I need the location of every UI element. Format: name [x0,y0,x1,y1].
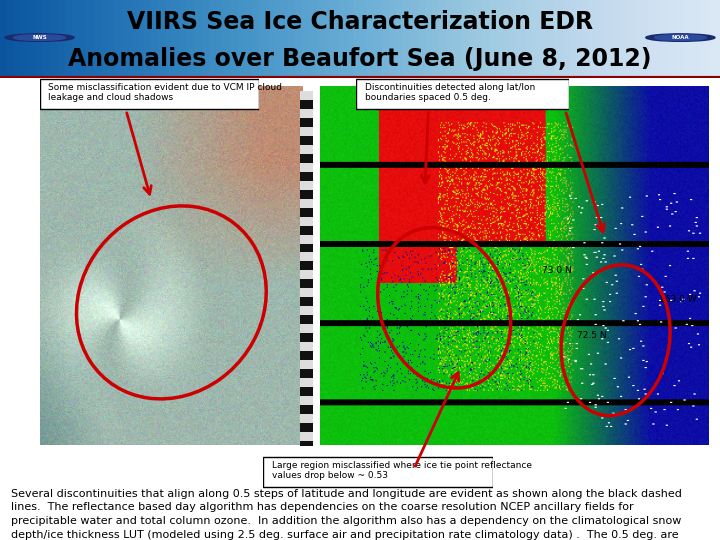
Text: Large region misclassified where ice tie point reflectance
values drop below ~ 0: Large region misclassified where ice tie… [272,461,532,480]
Bar [300,325,313,333]
Bar [300,315,313,325]
Bar [300,100,313,109]
Bar [300,234,313,244]
Bar [300,333,313,342]
Bar [300,441,313,450]
Bar [300,172,313,181]
Bar [300,136,313,145]
Bar [300,261,313,271]
Bar [300,154,313,163]
Bar [300,378,313,387]
Bar [300,288,313,298]
Bar [300,405,313,414]
Bar [300,163,313,172]
Bar [300,351,313,360]
Bar [300,127,313,136]
Circle shape [654,35,706,40]
Text: Some misclassification evident due to VCM IP cloud
leakage and cloud shadows: Some misclassification evident due to VC… [48,83,282,102]
Bar [300,423,313,432]
Bar [300,181,313,190]
FancyBboxPatch shape [263,456,493,488]
Bar [300,226,313,234]
Bar [300,109,313,118]
Text: Discontinuities detected along lat/lon
boundaries spaced 0.5 deg.: Discontinuities detected along lat/lon b… [365,83,535,102]
Bar [300,369,313,378]
Bar [300,91,313,100]
Text: Several discontinuities that align along 0.5 steps of latitude and longitude are: Several discontinuities that align along… [11,489,682,540]
Bar [300,244,313,253]
Bar [300,253,313,261]
Bar [300,217,313,226]
Bar [300,414,313,423]
FancyBboxPatch shape [40,78,259,110]
Text: Anomalies over Beaufort Sea (June 8, 2012): Anomalies over Beaufort Sea (June 8, 201… [68,47,652,71]
Bar [300,298,313,306]
Bar [300,342,313,351]
Bar [300,199,313,207]
Bar [300,396,313,405]
Text: 163.0 W: 163.0 W [659,295,696,304]
Bar [300,207,313,217]
Bar [300,387,313,396]
Circle shape [646,34,715,42]
Bar [300,118,313,127]
Text: NOAA: NOAA [672,35,689,40]
Bar [300,271,313,279]
Text: NWS: NWS [32,35,47,40]
Bar [300,279,313,288]
Bar [300,360,313,369]
Circle shape [5,34,74,42]
Text: VIIRS Sea Ice Characterization EDR: VIIRS Sea Ice Characterization EDR [127,10,593,34]
Bar [300,190,313,199]
Text: 72.5 N: 72.5 N [577,331,607,340]
FancyBboxPatch shape [356,78,569,110]
Bar [300,432,313,441]
Circle shape [14,35,66,40]
Text: 73.0 N: 73.0 N [542,266,572,275]
Bar [300,145,313,154]
Bar [300,306,313,315]
